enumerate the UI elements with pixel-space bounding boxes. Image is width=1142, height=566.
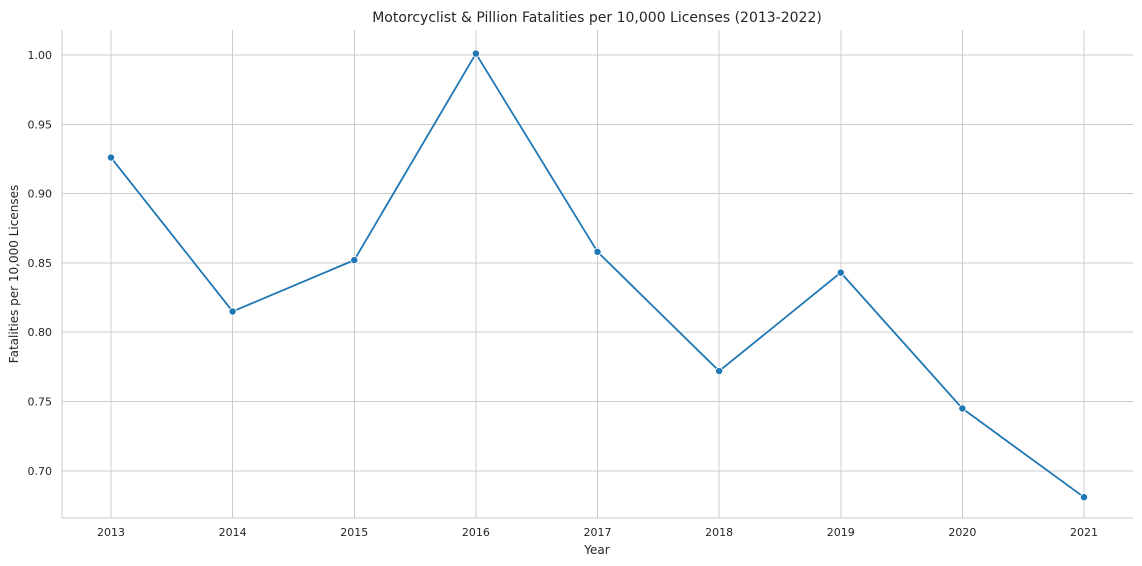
x-tick-label: 2014	[219, 526, 247, 539]
data-point	[228, 307, 237, 316]
x-tick-label: 2015	[340, 526, 368, 539]
grid	[62, 30, 1133, 518]
data-point	[350, 256, 359, 265]
x-tick-label: 2017	[584, 526, 612, 539]
y-tick-label: 0.70	[28, 465, 53, 478]
chart-title: Motorcyclist & Pillion Fatalities per 10…	[372, 10, 822, 26]
data-point	[593, 247, 602, 256]
data-point	[958, 404, 967, 413]
x-tick-label: 2013	[97, 526, 125, 539]
data-point	[107, 153, 116, 162]
y-tick-label: 0.80	[28, 326, 53, 339]
data-point	[1080, 493, 1089, 502]
y-tick-label: 0.90	[28, 188, 53, 201]
data-point	[836, 268, 845, 277]
tick-labels: 2013 2014 2015 2016 2017 2018 2019 2020 2021 0.70…	[28, 49, 1099, 539]
y-axis-label: Fatalities per 10,000 Licenses	[7, 185, 21, 363]
y-tick-label: 0.75	[28, 396, 53, 409]
x-tick-label: 2016	[462, 526, 490, 539]
x-tick-label: 2020	[948, 526, 976, 539]
y-tick-label: 1.00	[28, 49, 53, 62]
x-tick-label: 2019	[827, 526, 855, 539]
data-point	[715, 367, 724, 376]
y-tick-label: 0.95	[28, 118, 53, 131]
x-axis-label: Year	[583, 543, 609, 557]
data-point	[471, 49, 480, 58]
axes	[61, 30, 1133, 519]
y-tick-label: 0.85	[28, 257, 53, 270]
x-tick-label: 2021	[1070, 526, 1098, 539]
series-layer	[107, 49, 1089, 502]
x-tick-label: 2018	[705, 526, 733, 539]
